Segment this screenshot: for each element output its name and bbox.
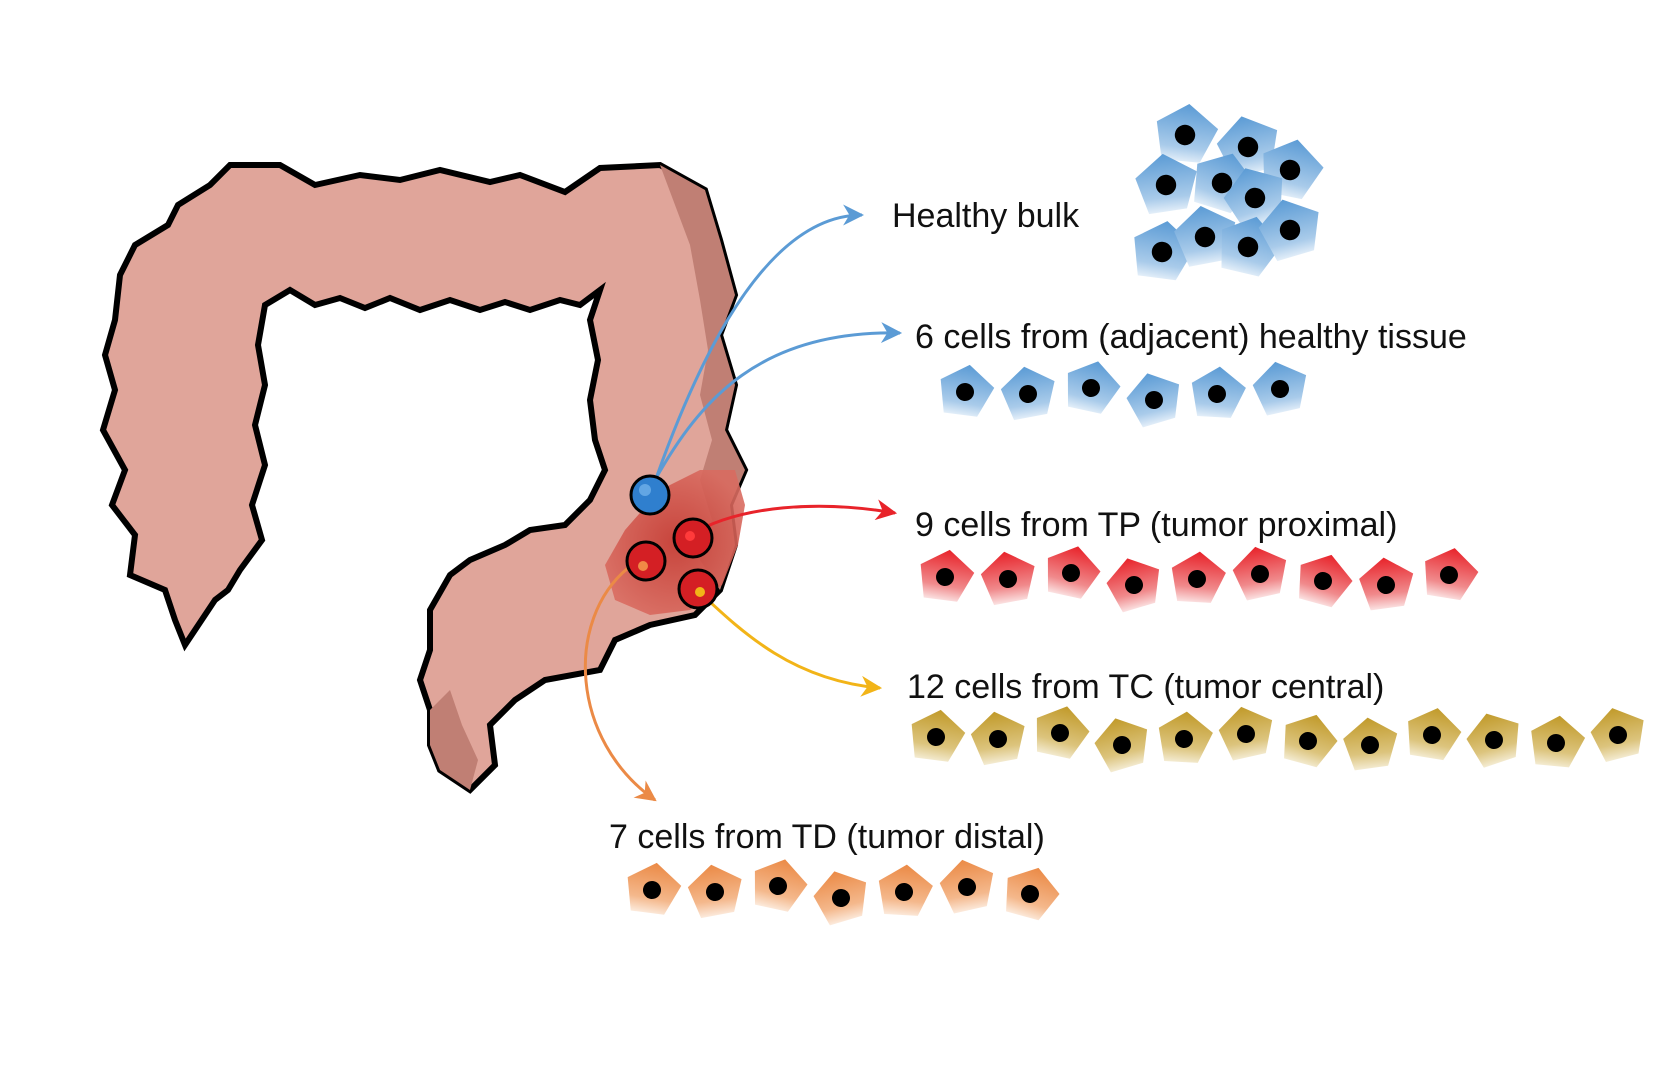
cell-icon (920, 549, 975, 602)
cell-icon (1223, 168, 1283, 230)
cell-icon (1006, 867, 1060, 921)
healthy-bulk-cluster (1134, 104, 1324, 281)
cell-icon (687, 864, 742, 919)
sampling-sites (625, 474, 719, 610)
label-distal: 7 cells from TD (tumor distal) (609, 818, 1045, 856)
cell-icon (1067, 361, 1121, 414)
sampling-site-icon (629, 474, 671, 516)
arrow-central (693, 586, 883, 697)
cell-icon (1258, 199, 1319, 262)
arrow-adjacent (653, 322, 903, 481)
cell-icon (1000, 366, 1055, 421)
cell-icon (1408, 708, 1462, 761)
proximal-cell-row (920, 546, 1479, 613)
label-adjacent: 6 cells from (adjacent) healthy tissue (915, 318, 1467, 356)
cell-icon (1126, 373, 1180, 428)
central-cell-row (911, 706, 1644, 773)
cell-icon (1590, 708, 1644, 762)
cell-icon (754, 859, 808, 912)
cell-icon (1359, 557, 1414, 611)
cell-icon (970, 711, 1025, 766)
cell-icon (1158, 711, 1213, 763)
cell-icon (1135, 153, 1197, 215)
label-proximal: 9 cells from TP (tumor proximal) (915, 506, 1398, 544)
label-central: 12 cells from TC (tumor central) (907, 668, 1385, 706)
cell-icon (940, 364, 995, 417)
cell-icon (1284, 714, 1338, 768)
sampling-site-icon (625, 540, 667, 582)
cell-icon (1174, 206, 1236, 267)
label-healthy-bulk: Healthy bulk (892, 197, 1080, 235)
cell-icon (939, 859, 994, 914)
adjacent-cell-row (940, 361, 1307, 428)
cell-icon (1047, 546, 1101, 599)
cell-icon (627, 862, 682, 915)
cell-icon (1466, 713, 1519, 768)
cell-icon (911, 709, 966, 762)
cell-icon (1156, 104, 1219, 163)
cell-icon (1094, 718, 1148, 773)
arrow-distal (583, 566, 657, 802)
cell-icon (1343, 717, 1398, 771)
arrow-healthy-bulk (650, 204, 865, 491)
cell-icon (1252, 361, 1307, 416)
distal-cell-row (627, 859, 1060, 926)
cell-icon (1531, 715, 1586, 768)
cell-icon (1218, 706, 1273, 761)
cell-icon (1171, 551, 1226, 603)
cell-icon (980, 551, 1035, 606)
cell-icon (813, 871, 867, 926)
cell-icon (1191, 366, 1246, 418)
arrow-proximal (689, 499, 898, 537)
cell-icon (1036, 706, 1090, 759)
cell-icon (1425, 548, 1479, 601)
cell-icon (878, 864, 933, 916)
cell-icon (1232, 546, 1287, 601)
cell-icon (1106, 558, 1160, 613)
cell-icon (1299, 554, 1353, 608)
